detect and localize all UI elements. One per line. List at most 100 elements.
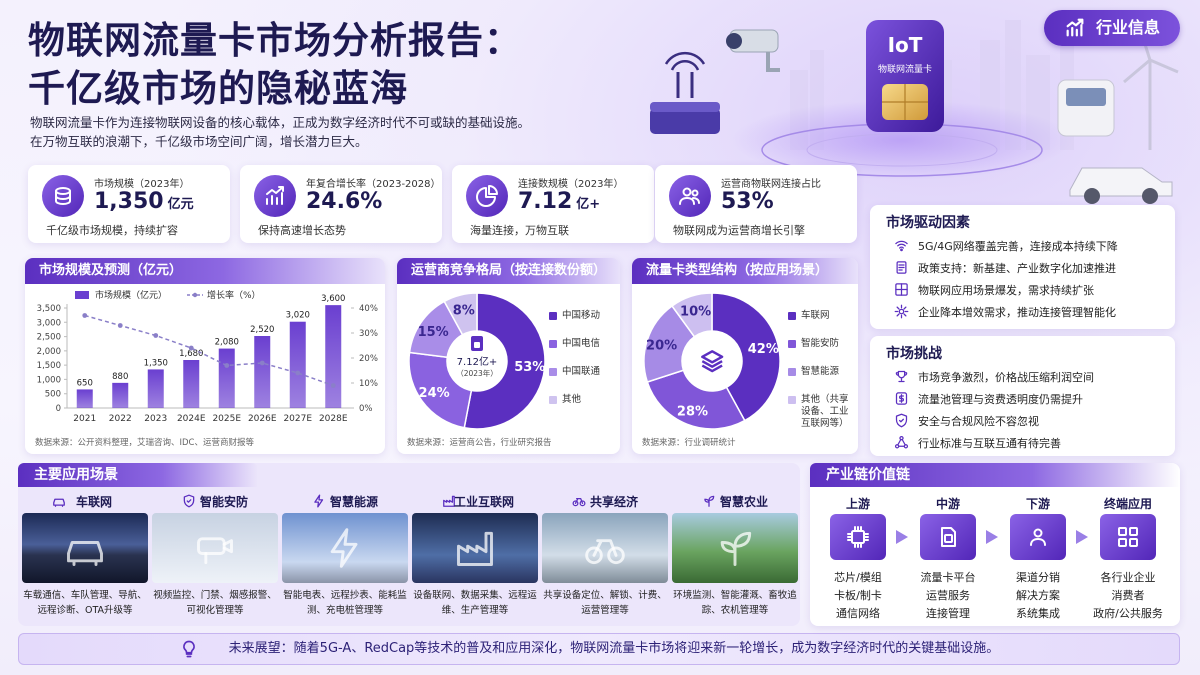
box-title: 市场驱动因素 bbox=[886, 215, 970, 231]
bar bbox=[254, 336, 271, 408]
legend-label: 其他 bbox=[562, 394, 582, 405]
icon-shape bbox=[701, 360, 723, 373]
sim-chip-lines bbox=[882, 84, 928, 120]
kpi-value: 24.6% bbox=[306, 189, 383, 214]
center-label: 7.12亿+ bbox=[457, 355, 498, 368]
app-desc: 环境监测、智能灌溉、畜牧追踪、农机管理等 bbox=[673, 590, 797, 616]
value-label: 42% bbox=[748, 342, 779, 357]
icon bbox=[55, 187, 71, 205]
stage-name: 上游 bbox=[845, 497, 870, 511]
chart-title: 流量卡类型结构（按应用场景） bbox=[632, 258, 858, 284]
line-point bbox=[295, 370, 301, 376]
legend-label: 市场规模（亿元） bbox=[95, 289, 167, 301]
y2-tick-label: 10% bbox=[359, 379, 378, 389]
icon-shape bbox=[851, 530, 865, 544]
chart-title: 运营商竞争格局（按连接数份额） bbox=[397, 258, 620, 284]
app-image bbox=[672, 513, 798, 583]
line bbox=[84, 314, 334, 387]
icon-shape bbox=[1066, 24, 1083, 37]
legend-swatch bbox=[788, 312, 796, 320]
center-icon bbox=[471, 336, 483, 351]
app-name: 车联网 bbox=[75, 495, 112, 509]
app-image bbox=[542, 513, 668, 583]
y2-tick-label: 30% bbox=[359, 329, 378, 339]
donut-segment bbox=[670, 292, 713, 338]
arrow bbox=[896, 530, 908, 544]
kpi-card: 连接数规模（2023年） 7.12 亿+ 海量连接，万物互联 bbox=[452, 165, 654, 243]
kpi-card: 运营商物联网连接占比 53% 物联网成为运营商增长引擎 bbox=[655, 165, 857, 243]
icon bbox=[53, 498, 65, 507]
icon-shape bbox=[55, 187, 71, 195]
app-name: 智慧农业 bbox=[719, 495, 768, 509]
icon-shape bbox=[314, 494, 324, 508]
stage-item: 解决方案 bbox=[1016, 589, 1060, 602]
icon bbox=[314, 494, 324, 508]
donut-center bbox=[448, 332, 506, 390]
glow bbox=[732, 100, 1072, 180]
kpi-label: 年复合增长率（2023-2028） bbox=[306, 179, 441, 190]
drivers-box: 市场驱动因素 5G/4G网络覆盖完善，连接成本持续下降 政策支持：新基建、产业数字化… bbox=[870, 205, 1175, 329]
value-label: 8% bbox=[453, 304, 475, 319]
legend-label: 其他（共享设备、工业互联网等） bbox=[801, 394, 849, 429]
stage-icon bbox=[1010, 514, 1066, 560]
app-desc: 视频监控、门禁、烟感报警、可视化管理等 bbox=[153, 590, 277, 616]
app-name: 智能安防 bbox=[199, 495, 248, 509]
kpi-value-row: 24.6% bbox=[306, 189, 382, 214]
value-chain-section: 产业链价值链 上游 芯片/模组 卡板/制卡 通信网络 中游 流量卡平台 运营服务 连接管理 下游渠… bbox=[810, 463, 1180, 626]
stage-icon bbox=[830, 514, 886, 560]
x-tick-label: 2023 bbox=[144, 414, 167, 424]
icon-shape bbox=[941, 527, 956, 547]
icon-shape bbox=[704, 495, 715, 507]
icon-shape bbox=[895, 413, 908, 428]
icon-shape bbox=[607, 546, 625, 565]
icon-shape bbox=[266, 192, 283, 205]
x-tick-label: 2026E bbox=[248, 414, 277, 424]
icon bbox=[894, 304, 909, 319]
chart-source: 数据来源：运营商公告，行业研究报告 bbox=[407, 438, 552, 448]
y-tick-label: 1,000 bbox=[37, 375, 61, 385]
icon bbox=[476, 185, 498, 207]
donut-segment bbox=[711, 292, 781, 422]
icon-shape bbox=[67, 541, 103, 566]
chart-svg: 53% 24% 15% 8% 7.12亿+（2023年） bbox=[408, 292, 546, 430]
icon-shape bbox=[899, 418, 904, 423]
stage-item: 通信网络 bbox=[836, 607, 880, 620]
icon-shape bbox=[895, 283, 908, 296]
icon-shape bbox=[53, 498, 65, 507]
y-tick-label: 0 bbox=[56, 404, 61, 414]
app-image bbox=[22, 513, 148, 583]
donut-segment bbox=[646, 369, 746, 430]
icon-shape bbox=[701, 350, 724, 364]
chart-panel: 53% 24% 15% 8% 7.12亿+ （2023年） 中国移动 中国电信 中国联通 其他 运营… bbox=[397, 258, 620, 454]
line-point bbox=[82, 313, 88, 318]
chart-panel: 0 500 1,000 1,500 2,000 2,500 3,000 3,500 0% 10% 2… bbox=[25, 258, 385, 454]
applications-section: 主要应用场景 车联网 车载通信、车队管理、导航、远程诊断、OTA升级等 智能安防 视频监… bbox=[18, 463, 800, 626]
category-badge[interactable]: 行业信息 bbox=[1044, 10, 1180, 46]
icon bbox=[457, 531, 493, 566]
stage-item: 系统集成 bbox=[1016, 607, 1060, 620]
box-item: 政策支持：新基建、产业数字化加速推进 bbox=[918, 262, 1116, 275]
legend-label: 中国电信 bbox=[562, 338, 601, 349]
icon-shape bbox=[443, 495, 455, 507]
value-label: 24% bbox=[419, 386, 450, 401]
kpi-icon bbox=[42, 175, 84, 217]
stage-item: 流量卡平台 bbox=[920, 571, 976, 584]
legend-swatch bbox=[549, 368, 557, 376]
line-point bbox=[188, 345, 194, 351]
y-tick-label: 2,500 bbox=[37, 333, 61, 343]
icon-shape bbox=[474, 342, 480, 348]
meter bbox=[1057, 79, 1115, 137]
icon bbox=[183, 494, 195, 508]
kpi-value: 53% bbox=[721, 189, 774, 214]
icon bbox=[443, 495, 455, 507]
stage-name: 中游 bbox=[935, 497, 960, 511]
car bbox=[1069, 167, 1173, 204]
kpi-card: 年复合增长率（2023-2028） 24.6% 保持高速增长态势 bbox=[240, 165, 442, 243]
icon-shape bbox=[1118, 527, 1127, 536]
arrow-head bbox=[1076, 530, 1088, 544]
box-item: 市场竞争激烈，价格战压缩利润空间 bbox=[918, 371, 1094, 384]
subtitle: 物联网流量卡作为连接物联网设备的核心载体，正成为数字经济时代不可或缺的基础设施。 bbox=[30, 115, 531, 130]
value-label: 15% bbox=[418, 325, 449, 340]
icon-shape bbox=[572, 500, 579, 507]
